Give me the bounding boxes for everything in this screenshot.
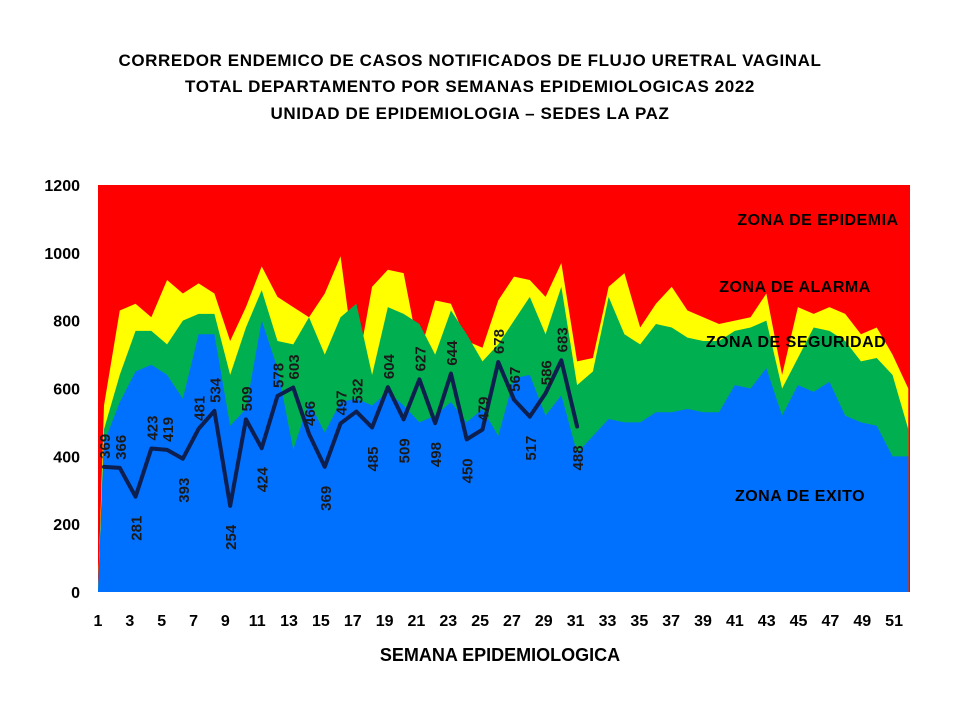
x-tick-label: 11 (249, 613, 266, 630)
y-tick-label: 400 (53, 449, 80, 466)
data-label: 254 (223, 524, 240, 550)
data-label: 517 (523, 436, 540, 461)
data-label: 678 (491, 329, 508, 354)
zones-layer (98, 185, 910, 592)
x-tick-label: 35 (630, 613, 648, 630)
zone-zona-de-exito (98, 320, 909, 592)
x-tick-label: 41 (726, 613, 744, 630)
x-tick-label: 9 (221, 613, 230, 630)
zone-label: ZONA DE SEGURIDAD (706, 334, 886, 351)
x-tick-label: 5 (157, 613, 166, 630)
data-label: 488 (570, 445, 587, 470)
data-label: 509 (397, 438, 414, 463)
data-label: 586 (539, 360, 556, 385)
zone-label: ZONA DE ALARMA (719, 279, 871, 296)
data-labels-layer: 3693662814234193934815342545094245786034… (97, 327, 587, 550)
zone-label: ZONA DE EPIDEMIA (737, 212, 898, 229)
x-axis-label: SEMANA EPIDEMIOLOGICA (379, 645, 621, 665)
data-label: 369 (97, 434, 114, 459)
data-label: 644 (444, 340, 461, 366)
x-tick-label: 27 (503, 613, 521, 630)
x-tick-label: 43 (758, 613, 776, 630)
x-tick-label: 17 (344, 613, 362, 630)
data-label: 369 (318, 486, 335, 511)
data-label: 419 (160, 417, 177, 442)
data-label: 424 (255, 467, 272, 493)
y-tick-label: 0 (71, 585, 80, 602)
x-tick-label: 47 (821, 613, 839, 630)
zone-label: ZONA DE EXITO (735, 488, 865, 505)
x-tick-label: 45 (790, 613, 808, 630)
x-tick-label: 25 (471, 613, 489, 630)
x-tick-label: 29 (535, 613, 553, 630)
x-tick-label: 21 (408, 613, 426, 630)
data-label: 604 (381, 353, 398, 379)
y-tick-label: 1200 (44, 178, 80, 195)
data-label: 423 (144, 416, 161, 441)
data-label: 534 (207, 377, 224, 403)
x-tick-label: 15 (312, 613, 330, 630)
y-tick-label: 1000 (44, 246, 80, 263)
chart-title-line-1: CORREDOR ENDEMICO DE CASOS NOTIFICADOS D… (118, 51, 822, 70)
chart-title-line-3: UNIDAD DE EPIDEMIOLOGIA – SEDES LA PAZ (270, 104, 670, 123)
x-tick-label: 13 (280, 613, 298, 630)
y-tick-label: 800 (53, 314, 80, 331)
x-tick-label: 31 (567, 613, 585, 630)
data-label: 683 (554, 327, 571, 352)
y-tick-label: 200 (53, 517, 80, 534)
data-label: 450 (460, 458, 477, 483)
data-label: 393 (176, 478, 193, 503)
cases-line-layer (102, 358, 580, 508)
data-label: 497 (334, 390, 351, 415)
data-label: 532 (349, 379, 366, 404)
data-label: 281 (129, 516, 146, 541)
x-tick-label: 7 (189, 613, 198, 630)
x-tick-label: 1 (94, 613, 103, 630)
data-label: 603 (286, 354, 303, 379)
zone-labels-layer: ZONA DE EPIDEMIA ZONA DE ALARMA ZONA DE SE… (706, 212, 898, 505)
x-tick-label: 49 (853, 613, 871, 630)
data-label: 485 (365, 446, 382, 471)
chart-title-line-2: TOTAL DEPARTAMENTO POR SEMANAS EPIDEMIOL… (185, 77, 755, 96)
x-tick-label: 3 (125, 613, 134, 630)
data-label: 366 (113, 435, 130, 460)
data-label: 509 (239, 386, 256, 411)
x-tick-label: 19 (376, 613, 394, 630)
data-label: 466 (302, 401, 319, 426)
x-tick-label: 51 (885, 613, 903, 630)
x-tick-label: 39 (694, 613, 712, 630)
data-label: 481 (192, 396, 209, 421)
data-label: 567 (507, 367, 524, 392)
data-label: 498 (428, 442, 445, 467)
data-label: 627 (412, 346, 429, 371)
y-tick-label: 600 (53, 382, 80, 399)
x-tick-label: 23 (439, 613, 457, 630)
x-tick-label: 33 (599, 613, 617, 630)
x-tick-label: 37 (662, 613, 680, 630)
data-label: 479 (475, 397, 492, 422)
cases-2022-line (102, 358, 580, 508)
data-label: 578 (270, 363, 287, 388)
